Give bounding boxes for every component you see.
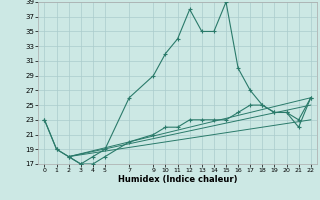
X-axis label: Humidex (Indice chaleur): Humidex (Indice chaleur) — [118, 175, 237, 184]
